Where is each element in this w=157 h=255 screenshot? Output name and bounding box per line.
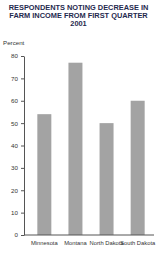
tick: 50: [11, 120, 24, 127]
tick-mark: [21, 146, 24, 147]
bar: [68, 63, 82, 235]
tick: Minnesota: [31, 240, 59, 246]
tick: 10: [11, 209, 24, 216]
chart: RESPONDENTS NOTING DECREASE INFARM INCOM…: [0, 0, 157, 255]
bar: [37, 114, 51, 235]
title: RESPONDENTS NOTING DECREASE INFARM INCOM…: [9, 3, 149, 28]
tick-label: Minnesota: [31, 240, 59, 246]
tick-label: 30: [11, 164, 18, 171]
tick: 40: [11, 142, 24, 149]
tick-mark: [21, 168, 24, 169]
axis-line: [24, 235, 154, 236]
tick-mark: [21, 190, 24, 191]
tick-label: 80: [11, 52, 18, 59]
tick-label: 60: [11, 97, 18, 104]
tick-label: 50: [11, 120, 18, 127]
tick: 30: [11, 164, 24, 171]
tick: Montana: [64, 240, 87, 246]
bar: [100, 123, 114, 235]
tick: 70: [11, 75, 24, 82]
tick-mark: [21, 56, 24, 57]
bar: [131, 101, 145, 235]
axis-title: Percent: [3, 39, 25, 46]
tick-label: 40: [11, 142, 18, 149]
tick-label: 70: [11, 75, 18, 82]
tick-label: Montana: [64, 240, 87, 246]
x-axis: MinnesotaMontanaNorth DakotaSouth Dakota: [24, 235, 156, 246]
axis-line: [24, 57, 25, 236]
tick-label: South Dakota: [120, 240, 156, 246]
tick-label: 10: [11, 209, 18, 216]
tick: 60: [11, 97, 24, 104]
tick-mark: [21, 78, 24, 79]
tick-mark: [21, 213, 24, 214]
tick: 0: [15, 231, 24, 238]
tick-label: 20: [11, 187, 18, 194]
tick-mark: [21, 123, 24, 124]
tick: 80: [11, 52, 24, 59]
tick-label: 0: [15, 231, 19, 238]
y-axis: 0 10 20 30 40 50 60 70 80: [11, 52, 24, 238]
tick: 20: [11, 187, 24, 194]
tick-mark: [21, 101, 24, 102]
bars: [37, 63, 144, 235]
tick-mark: [21, 235, 24, 236]
tick: South Dakota: [120, 240, 156, 246]
